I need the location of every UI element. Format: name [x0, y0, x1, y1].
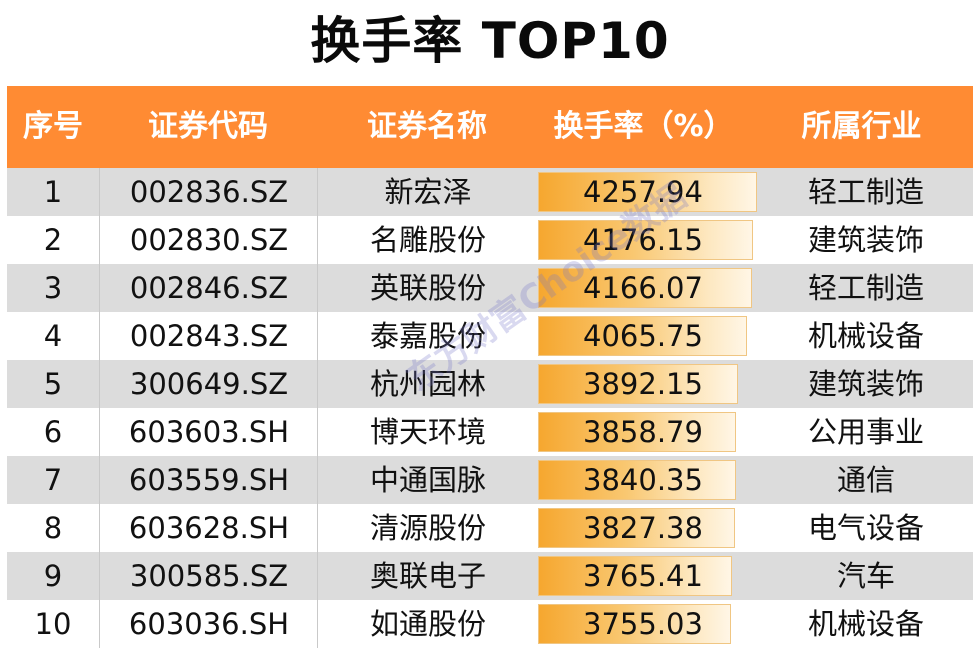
code-cell: 603559.SH — [99, 456, 318, 504]
turnover-bar — [538, 220, 753, 260]
rank-cell: 2 — [43, 223, 63, 257]
header-code: 证券代码 — [148, 109, 268, 144]
turnover-value: 4065.75 — [583, 319, 703, 353]
rank-cell: 4 — [43, 319, 63, 353]
code-cell: 002830.SZ — [99, 216, 318, 264]
table-header: 序号 证券代码 证券名称 换手率（%） 所属行业 — [7, 86, 973, 168]
rank-cell: 9 — [43, 559, 63, 593]
name-cell: 中通国脉 — [317, 456, 538, 504]
header-turnover: 换手率（%） — [553, 109, 734, 144]
turnover-value: 3827.38 — [583, 511, 703, 545]
table-row: 6 603603.SH 博天环境 3858.79 公用事业 — [7, 408, 973, 456]
turnover-value: 4257.94 — [583, 175, 703, 209]
code-cell: 603628.SH — [99, 504, 318, 552]
rank-cell: 10 — [34, 607, 72, 641]
name-cell: 杭州园林 — [317, 360, 538, 408]
turnover-bar — [538, 268, 752, 308]
table-row: 7 603559.SH 中通国脉 3840.35 通信 — [7, 456, 973, 504]
turnover-value: 4176.15 — [583, 223, 703, 257]
name-cell: 名雕股份 — [317, 216, 538, 264]
turnover-value: 4166.07 — [583, 271, 703, 305]
rank-cell: 1 — [43, 175, 63, 209]
table-row: 9 300585.SZ 奥联电子 3765.41 汽车 — [7, 552, 973, 600]
industry-cell: 通信 — [836, 463, 895, 497]
code-cell: 002836.SZ — [99, 168, 318, 216]
turnover-bar — [538, 364, 738, 404]
table-row: 4 002843.SZ 泰嘉股份 4065.75 机械设备 — [7, 312, 973, 360]
rank-cell: 3 — [43, 271, 63, 305]
table-row: 2 002830.SZ 名雕股份 4176.15 建筑装饰 — [7, 216, 973, 264]
rank-cell: 7 — [43, 463, 63, 497]
name-cell: 奥联电子 — [317, 552, 538, 600]
code-cell: 002843.SZ — [99, 312, 318, 360]
turnover-bar — [538, 556, 732, 596]
turnover-bar — [538, 316, 747, 356]
header-rank: 序号 — [23, 109, 83, 144]
name-cell: 英联股份 — [317, 264, 538, 312]
code-cell: 300649.SZ — [99, 360, 318, 408]
table-row: 1 002836.SZ 新宏泽 4257.94 轻工制造 — [7, 168, 973, 216]
industry-cell: 机械设备 — [807, 607, 924, 641]
turnover-bar — [538, 172, 757, 212]
turnover-value: 3765.41 — [583, 559, 703, 593]
table-row: 8 603628.SH 清源股份 3827.38 电气设备 — [7, 504, 973, 552]
code-cell: 300585.SZ — [99, 552, 318, 600]
turnover-bar — [538, 604, 731, 644]
industry-cell: 轻工制造 — [807, 175, 924, 209]
turnover-value: 3892.15 — [583, 367, 703, 401]
page-title: 换手率 TOP10 — [310, 12, 670, 70]
industry-cell: 汽车 — [836, 559, 895, 593]
rank-cell: 8 — [43, 511, 63, 545]
header-industry: 所属行业 — [801, 109, 922, 144]
table-row: 10 603036.SH 如通股份 3755.03 机械设备 — [7, 600, 973, 648]
code-cell: 603603.SH — [99, 408, 318, 456]
turnover-bar — [538, 412, 736, 452]
turnover-table: 序号 证券代码 证券名称 换手率（%） 所属行业 1 002836.SZ 新宏泽 42… — [7, 86, 973, 650]
name-cell: 泰嘉股份 — [317, 312, 538, 360]
industry-cell: 电气设备 — [807, 511, 924, 545]
rank-cell: 5 — [43, 367, 63, 401]
industry-cell: 轻工制造 — [807, 271, 924, 305]
industry-cell: 公用事业 — [807, 415, 924, 449]
turnover-bar — [538, 508, 735, 548]
industry-cell: 建筑装饰 — [807, 223, 924, 257]
turnover-value: 3858.79 — [583, 415, 703, 449]
turnover-bar — [538, 460, 736, 500]
code-cell: 002846.SZ — [99, 264, 318, 312]
industry-cell: 机械设备 — [807, 319, 924, 353]
code-cell: 603036.SH — [99, 600, 318, 648]
header-name: 证券名称 — [367, 109, 487, 144]
table-row: 3 002846.SZ 英联股份 4166.07 轻工制造 — [7, 264, 973, 312]
name-cell: 博天环境 — [317, 408, 538, 456]
turnover-value: 3755.03 — [583, 607, 703, 641]
turnover-value: 3840.35 — [583, 463, 703, 497]
name-cell: 清源股份 — [317, 504, 538, 552]
industry-cell: 建筑装饰 — [807, 367, 924, 401]
table-row: 5 300649.SZ 杭州园林 3892.15 建筑装饰 — [7, 360, 973, 408]
name-cell: 如通股份 — [317, 600, 538, 648]
rank-cell: 6 — [43, 415, 63, 449]
name-cell: 新宏泽 — [317, 168, 538, 216]
